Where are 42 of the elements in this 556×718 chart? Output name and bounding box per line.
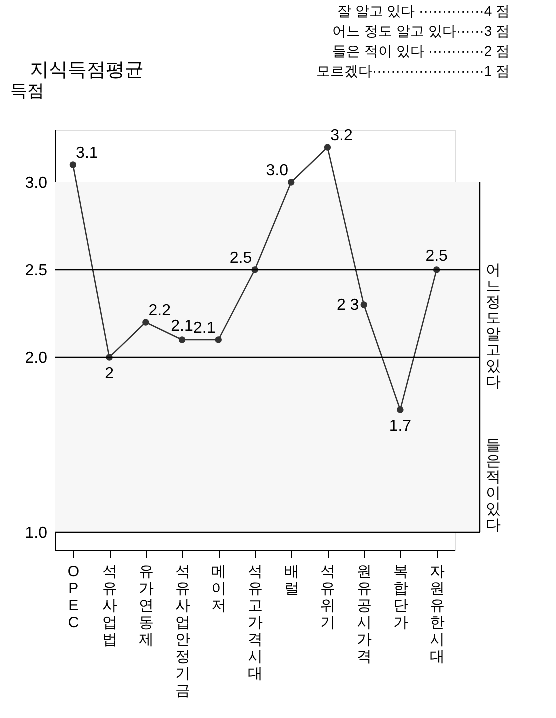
chart-title: 지식득점평균 <box>30 60 144 81</box>
point <box>178 336 186 344</box>
point <box>397 406 404 414</box>
x-tick-label: 복합단가 <box>393 564 408 632</box>
data-label: 2.2 <box>148 302 172 320</box>
y-axis-title: 득점 <box>10 82 44 100</box>
text: 어느 정도 알고 있다······3 점 <box>332 23 510 39</box>
point <box>288 179 295 186</box>
band-label: 어느정도알고있다 <box>486 262 501 391</box>
x-tick-label: 자원유한시대 <box>430 564 445 666</box>
data-label: 2.5 <box>230 250 252 267</box>
text: 들은 적이 있다 ············2 점 <box>332 43 510 59</box>
data-label: 3.2 <box>330 128 353 144</box>
y-tick-label: 2.5 <box>25 262 48 280</box>
x-tick-label: 석유고가격시대 <box>248 564 263 682</box>
data-label: 2 3 <box>336 297 360 314</box>
point <box>324 144 332 151</box>
y-tick-label: 1.0 <box>25 525 48 542</box>
point <box>215 336 222 344</box>
x-tick-label: 석유사업법 <box>102 564 118 648</box>
data-label: 3.1 <box>76 145 98 162</box>
x-tick-label: 메이저 <box>212 564 227 614</box>
band-label: 들은적이있다 <box>486 437 501 534</box>
data-label: 2.5 <box>426 248 448 265</box>
x-tick-label: 배럴 <box>284 564 300 598</box>
x-tick-label: 유가연동제 <box>138 564 154 648</box>
text: 모르겠다························1 점 <box>316 63 510 79</box>
x-tick-label: 석유사업안정기금 <box>175 564 190 700</box>
data-label: 2.1 <box>194 320 216 337</box>
x-tick-label: 석유위기 <box>320 564 336 632</box>
data-label: 2.1 <box>171 318 194 335</box>
data-label: 2 <box>105 366 114 382</box>
y-tick-label: 2.0 <box>25 350 48 367</box>
text: 잘 알고 있다 ··············4 점 <box>337 3 510 19</box>
data-label: 3.0 <box>266 162 289 180</box>
x-tick-label: OPEC <box>68 564 80 632</box>
y-tick-label: 3.0 <box>25 175 48 192</box>
point <box>360 302 368 308</box>
point <box>142 319 150 326</box>
x-tick-label: 원유공시가격 <box>357 564 372 666</box>
point <box>70 162 77 168</box>
data-label: 1.7 <box>389 418 412 435</box>
